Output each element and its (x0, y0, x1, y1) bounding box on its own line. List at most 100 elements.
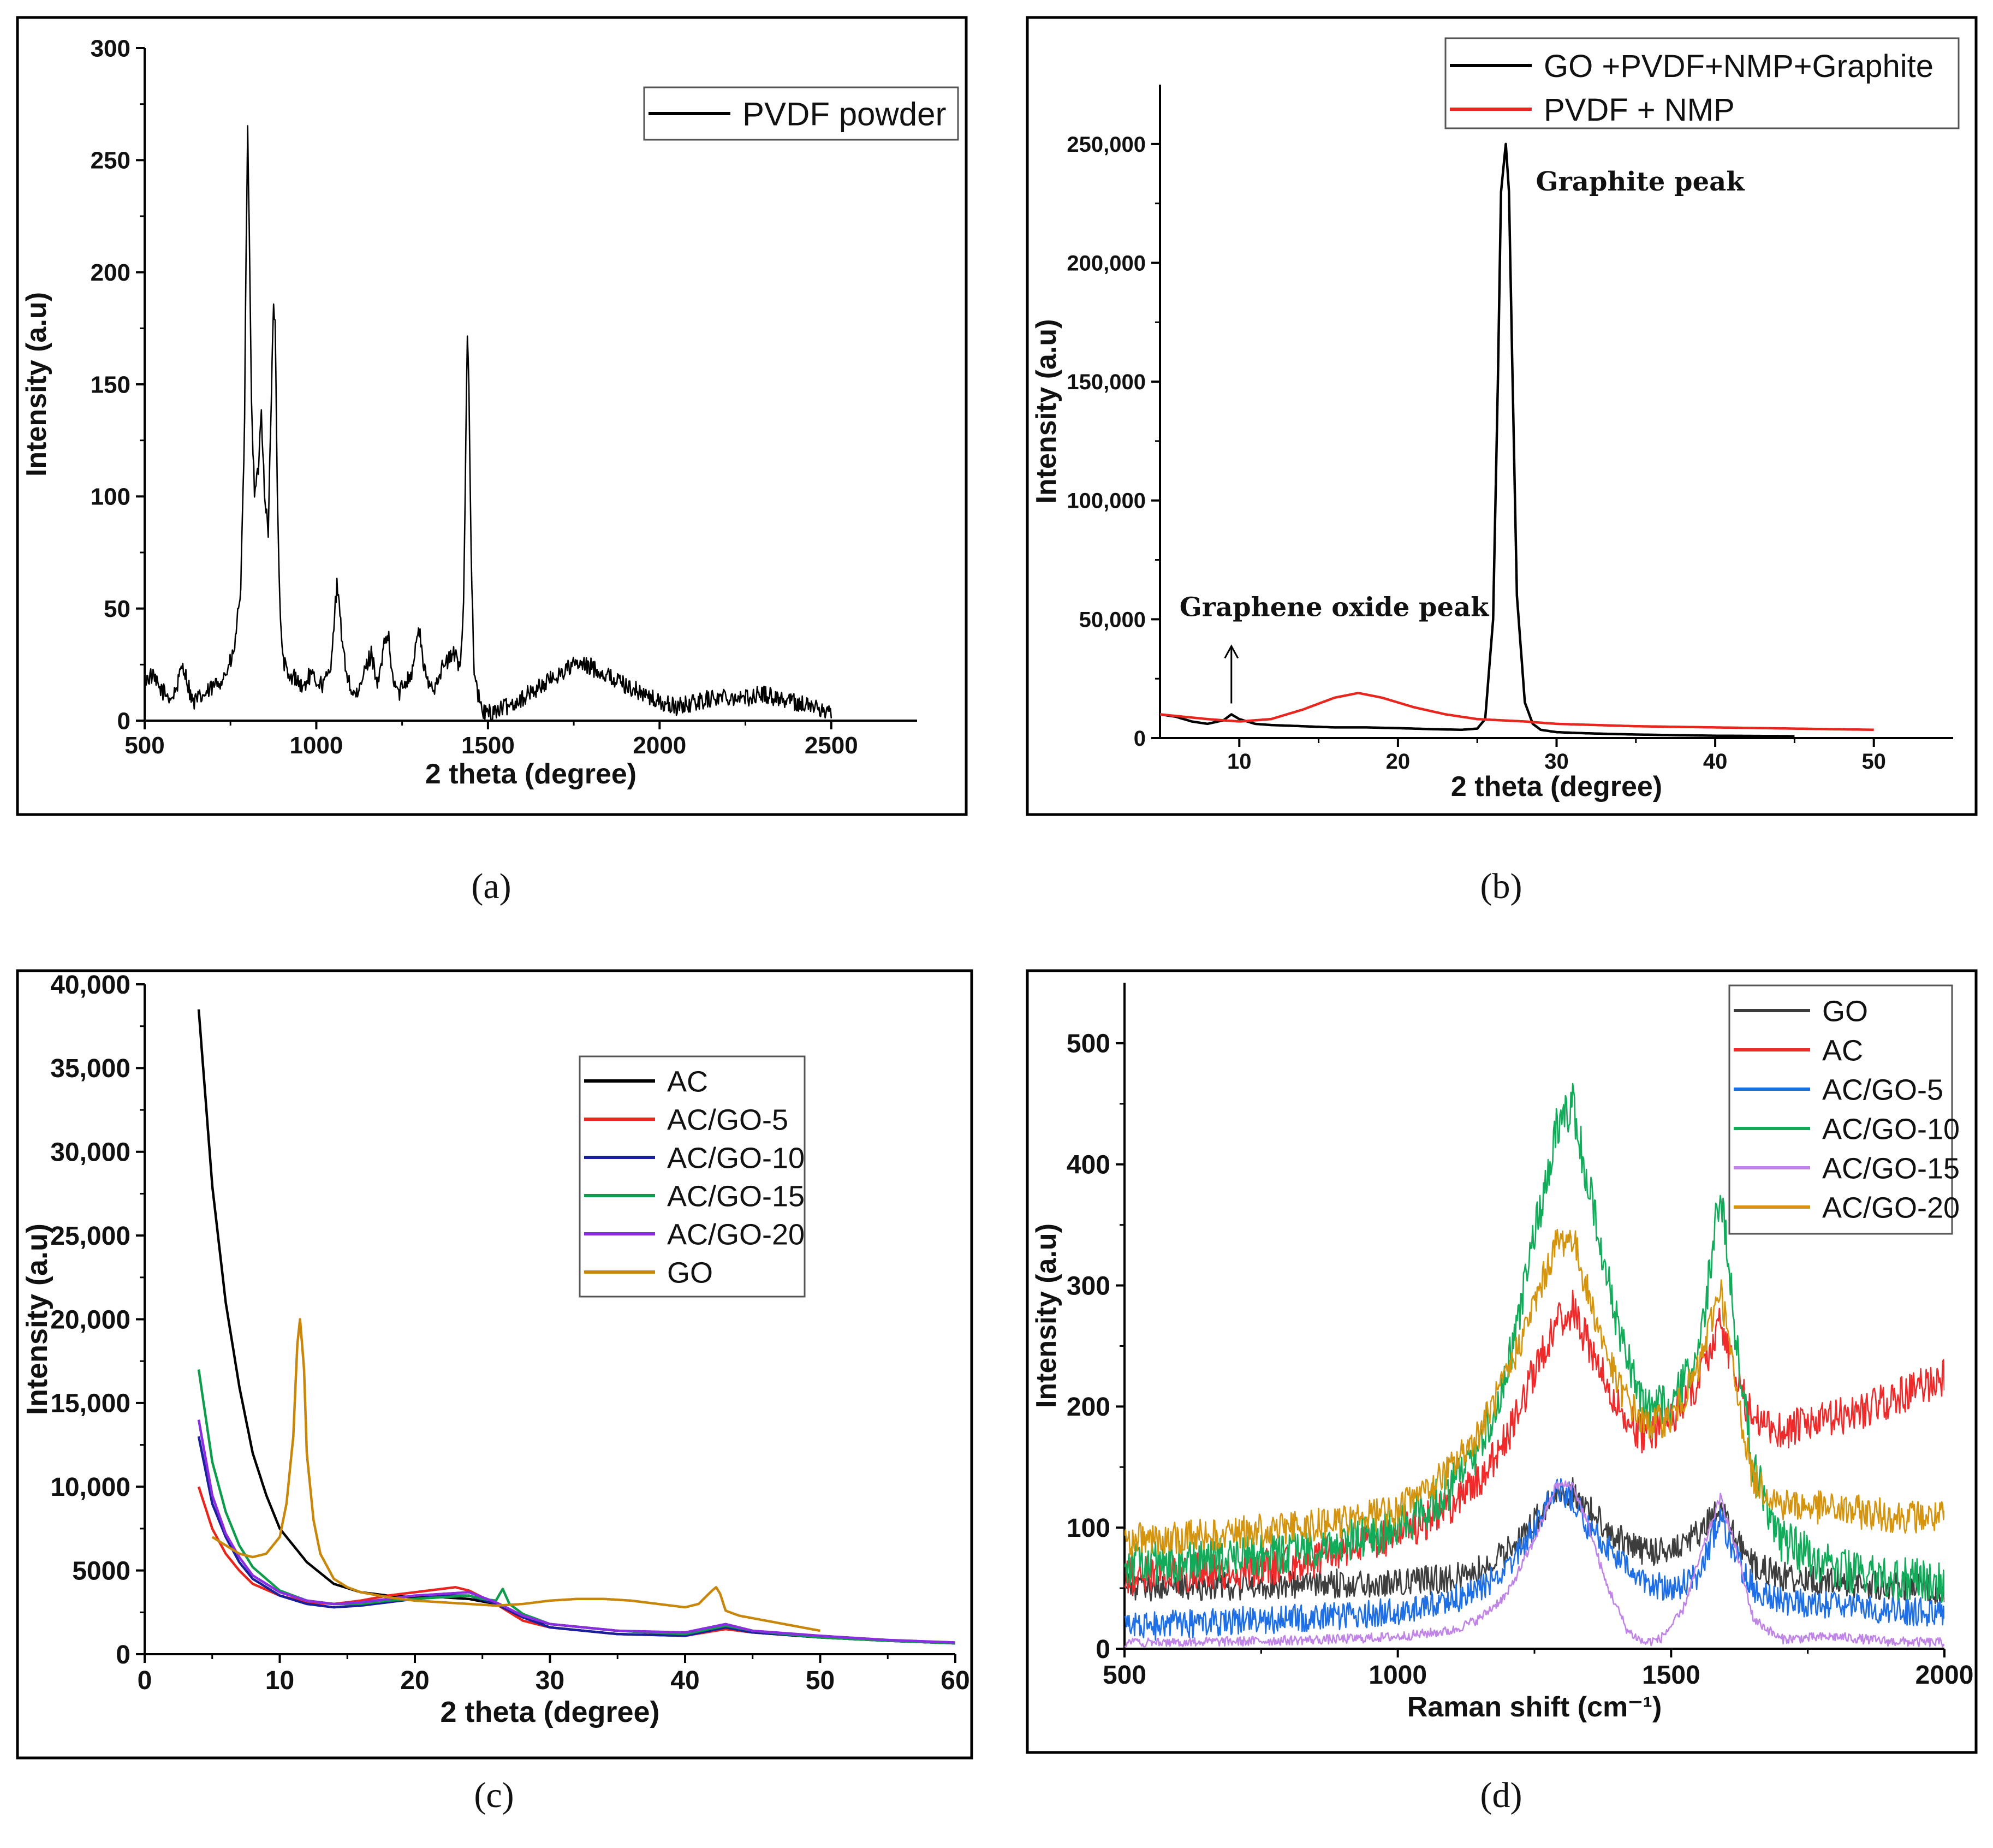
y-axis-label: Intensity (a.u) (21, 1223, 53, 1415)
series-line-ac-go-5 (1125, 1478, 1944, 1641)
series-line-pvdf-powder (145, 125, 832, 721)
panel-caption: (d) (1480, 1775, 1522, 1815)
y-axis-label: Intensity (a.u) (1031, 319, 1062, 503)
y-tick-label: 0 (116, 1641, 130, 1669)
y-tick-label: 300 (91, 35, 130, 62)
y-tick-label: 0 (1096, 1635, 1110, 1664)
annotation-graphite-peak: Graphite peak (1536, 167, 1746, 197)
x-tick-label: 30 (536, 1666, 564, 1695)
panel-frame (16, 16, 968, 816)
y-tick-label: 35,000 (50, 1054, 130, 1083)
panel-caption: (a) (471, 866, 511, 906)
legend-label: AC (667, 1065, 708, 1098)
x-tick-label: 500 (1103, 1661, 1146, 1690)
x-tick-label: 0 (138, 1666, 152, 1695)
x-tick-label: 40 (1703, 750, 1728, 774)
y-tick-label: 20,000 (50, 1305, 130, 1334)
x-tick-label: 10 (1227, 750, 1252, 774)
y-tick-label: 0 (1134, 727, 1146, 751)
y-tick-label: 30,000 (50, 1138, 130, 1167)
y-tick-label: 40,000 (50, 971, 130, 1000)
legend-label: AC/GO-10 (667, 1142, 805, 1174)
x-tick-label: 1000 (1369, 1661, 1427, 1690)
panel-caption: (b) (1480, 866, 1522, 906)
series-line-go (1125, 1477, 1944, 1605)
series-line-ac-go-15 (1125, 1480, 1944, 1648)
y-tick-label: 250 (91, 147, 130, 174)
x-tick-label: 2000 (633, 732, 686, 759)
legend-label: AC (1822, 1034, 1863, 1067)
legend-label: AC/GO-15 (667, 1180, 805, 1213)
x-tick-label: 500 (124, 732, 164, 759)
y-tick-label: 100 (91, 484, 130, 510)
legend-label: AC/GO-15 (1822, 1152, 1960, 1185)
y-tick-label: 500 (1067, 1030, 1110, 1059)
legend-label: AC/GO-10 (1822, 1113, 1960, 1145)
annotation-arrow-head (1224, 644, 1239, 659)
y-tick-label: 150,000 (1067, 370, 1146, 394)
panel-caption: (c) (474, 1775, 514, 1815)
legend-box (1444, 37, 1960, 129)
y-tick-label: 150 (91, 371, 130, 398)
panel-frame (1026, 969, 1978, 1754)
series-line-pvdf-nmp (1160, 692, 1874, 732)
y-tick-label: 25,000 (50, 1222, 130, 1251)
x-tick-label: 20 (400, 1666, 429, 1695)
x-tick-label: 20 (1386, 750, 1411, 774)
series-line-go-pvdf-nmp-graphite (1160, 142, 1795, 738)
x-tick-label: 1500 (461, 732, 515, 759)
y-tick-label: 200 (1067, 1393, 1110, 1422)
x-tick-label: 10 (265, 1666, 294, 1695)
x-tick-label: 50 (806, 1666, 835, 1695)
series-line-ac-go-20 (197, 1419, 955, 1644)
y-tick-label: 200,000 (1067, 251, 1146, 275)
y-tick-label: 250,000 (1067, 133, 1146, 157)
panel-d: 500 1000 1500 2000 0 100 200 300 400 500 Raman shi… (1026, 969, 1978, 1815)
legend-label: PVDF + NMP (1544, 92, 1735, 128)
y-tick-label: 10,000 (50, 1473, 130, 1502)
legend-box (1728, 984, 1953, 1235)
y-tick-label: 400 (1067, 1151, 1110, 1180)
legend-label: AC/GO-5 (667, 1103, 788, 1136)
x-tick-label: 60 (941, 1666, 969, 1695)
series-line-ac-go-10 (1125, 1083, 1944, 1603)
y-tick-label: 200 (91, 259, 130, 286)
panel-c: 0 10 20 30 40 50 60 0 5000 10,000 15,000 20,000 25,0… (16, 969, 973, 1815)
legend-label: GO (1822, 995, 1868, 1027)
series-line-ac-go-20 (1125, 1228, 1944, 1557)
panel-frame (1026, 16, 1978, 816)
x-tick-label: 2000 (1915, 1661, 1974, 1690)
x-axis-label: Raman shift (cm⁻¹) (1407, 1691, 1662, 1723)
legend-label: AC/GO-20 (1822, 1191, 1960, 1224)
y-tick-label: 0 (117, 708, 130, 734)
series-line-go (211, 1318, 820, 1632)
legend-label: GO (667, 1256, 713, 1289)
x-tick-label: 2500 (805, 732, 858, 759)
legend-label: PVDF powder (742, 96, 946, 133)
y-tick-label: 50 (104, 596, 130, 622)
x-axis-label: 2 theta (degree) (1451, 771, 1662, 803)
x-tick-label: 30 (1544, 750, 1569, 774)
legend-label: AC/GO-5 (1822, 1073, 1943, 1106)
y-tick-label: 15,000 (50, 1389, 130, 1418)
y-tick-label: 300 (1067, 1271, 1110, 1300)
y-axis-label: Intensity (a.u) (21, 292, 52, 477)
x-tick-label: 40 (670, 1666, 699, 1695)
panel-a: 500 1000 1500 2000 2500 0 50 100 150 200 250 300 2 t… (16, 16, 968, 906)
legend-box (579, 1055, 806, 1298)
legend-label: GO +PVDF+NMP+Graphite (1544, 49, 1933, 84)
x-axis-label: 2 theta (degree) (425, 758, 636, 790)
annotation-graphene-oxide-peak: Graphene oxide peak (1180, 592, 1490, 622)
legend-label: AC/GO-20 (667, 1218, 805, 1251)
y-tick-label: 100,000 (1067, 489, 1146, 513)
x-tick-label: 1500 (1642, 1661, 1700, 1690)
y-axis-label: Intensity (a.u) (1031, 1223, 1062, 1408)
x-tick-label: 1000 (289, 732, 343, 759)
x-tick-label: 50 (1861, 750, 1886, 774)
x-axis-label: 2 theta (degree) (440, 1696, 659, 1728)
series-line-ac (197, 1009, 955, 1645)
series-line-ac-go-10 (197, 1436, 955, 1645)
y-tick-label: 5000 (72, 1556, 130, 1585)
panel-frame (16, 969, 973, 1760)
